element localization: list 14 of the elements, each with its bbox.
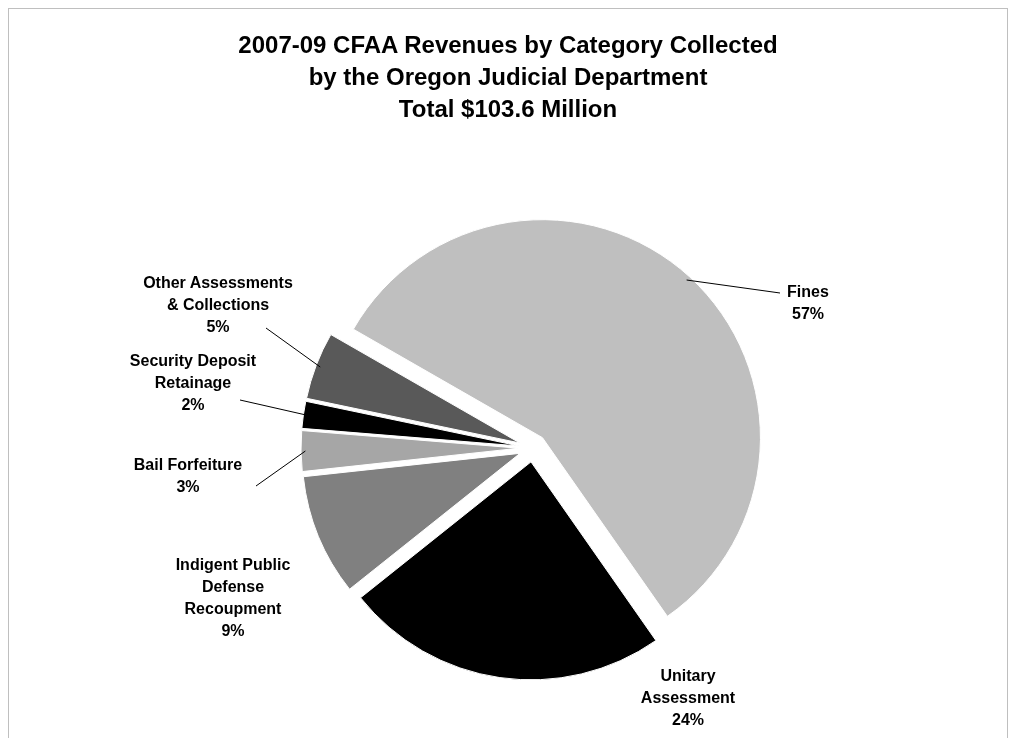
data-label: 5%	[206, 318, 230, 335]
chart-title: 2007-09 CFAA Revenues by Category Collected by the Oregon Judicial Department	[238, 31, 778, 90]
slice-label: Security Deposit Retainage	[129, 352, 257, 391]
slice-label: Unitary Assessment	[640, 667, 736, 706]
data-label: 2%	[181, 396, 205, 413]
data-label: 57%	[791, 305, 825, 322]
slice-label: Fines	[787, 283, 829, 300]
data-label: 3%	[176, 478, 200, 495]
chart-subtitle: Total $103.6 Million	[398, 95, 618, 122]
slice-label: Bail Forfeiture	[133, 456, 243, 473]
slice-label: Indigent Public Defense Recoupment	[175, 556, 291, 617]
data-label: 9%	[221, 622, 245, 639]
data-label: 24%	[671, 711, 705, 728]
slice-label: Other Assessments & Collections	[143, 274, 293, 313]
